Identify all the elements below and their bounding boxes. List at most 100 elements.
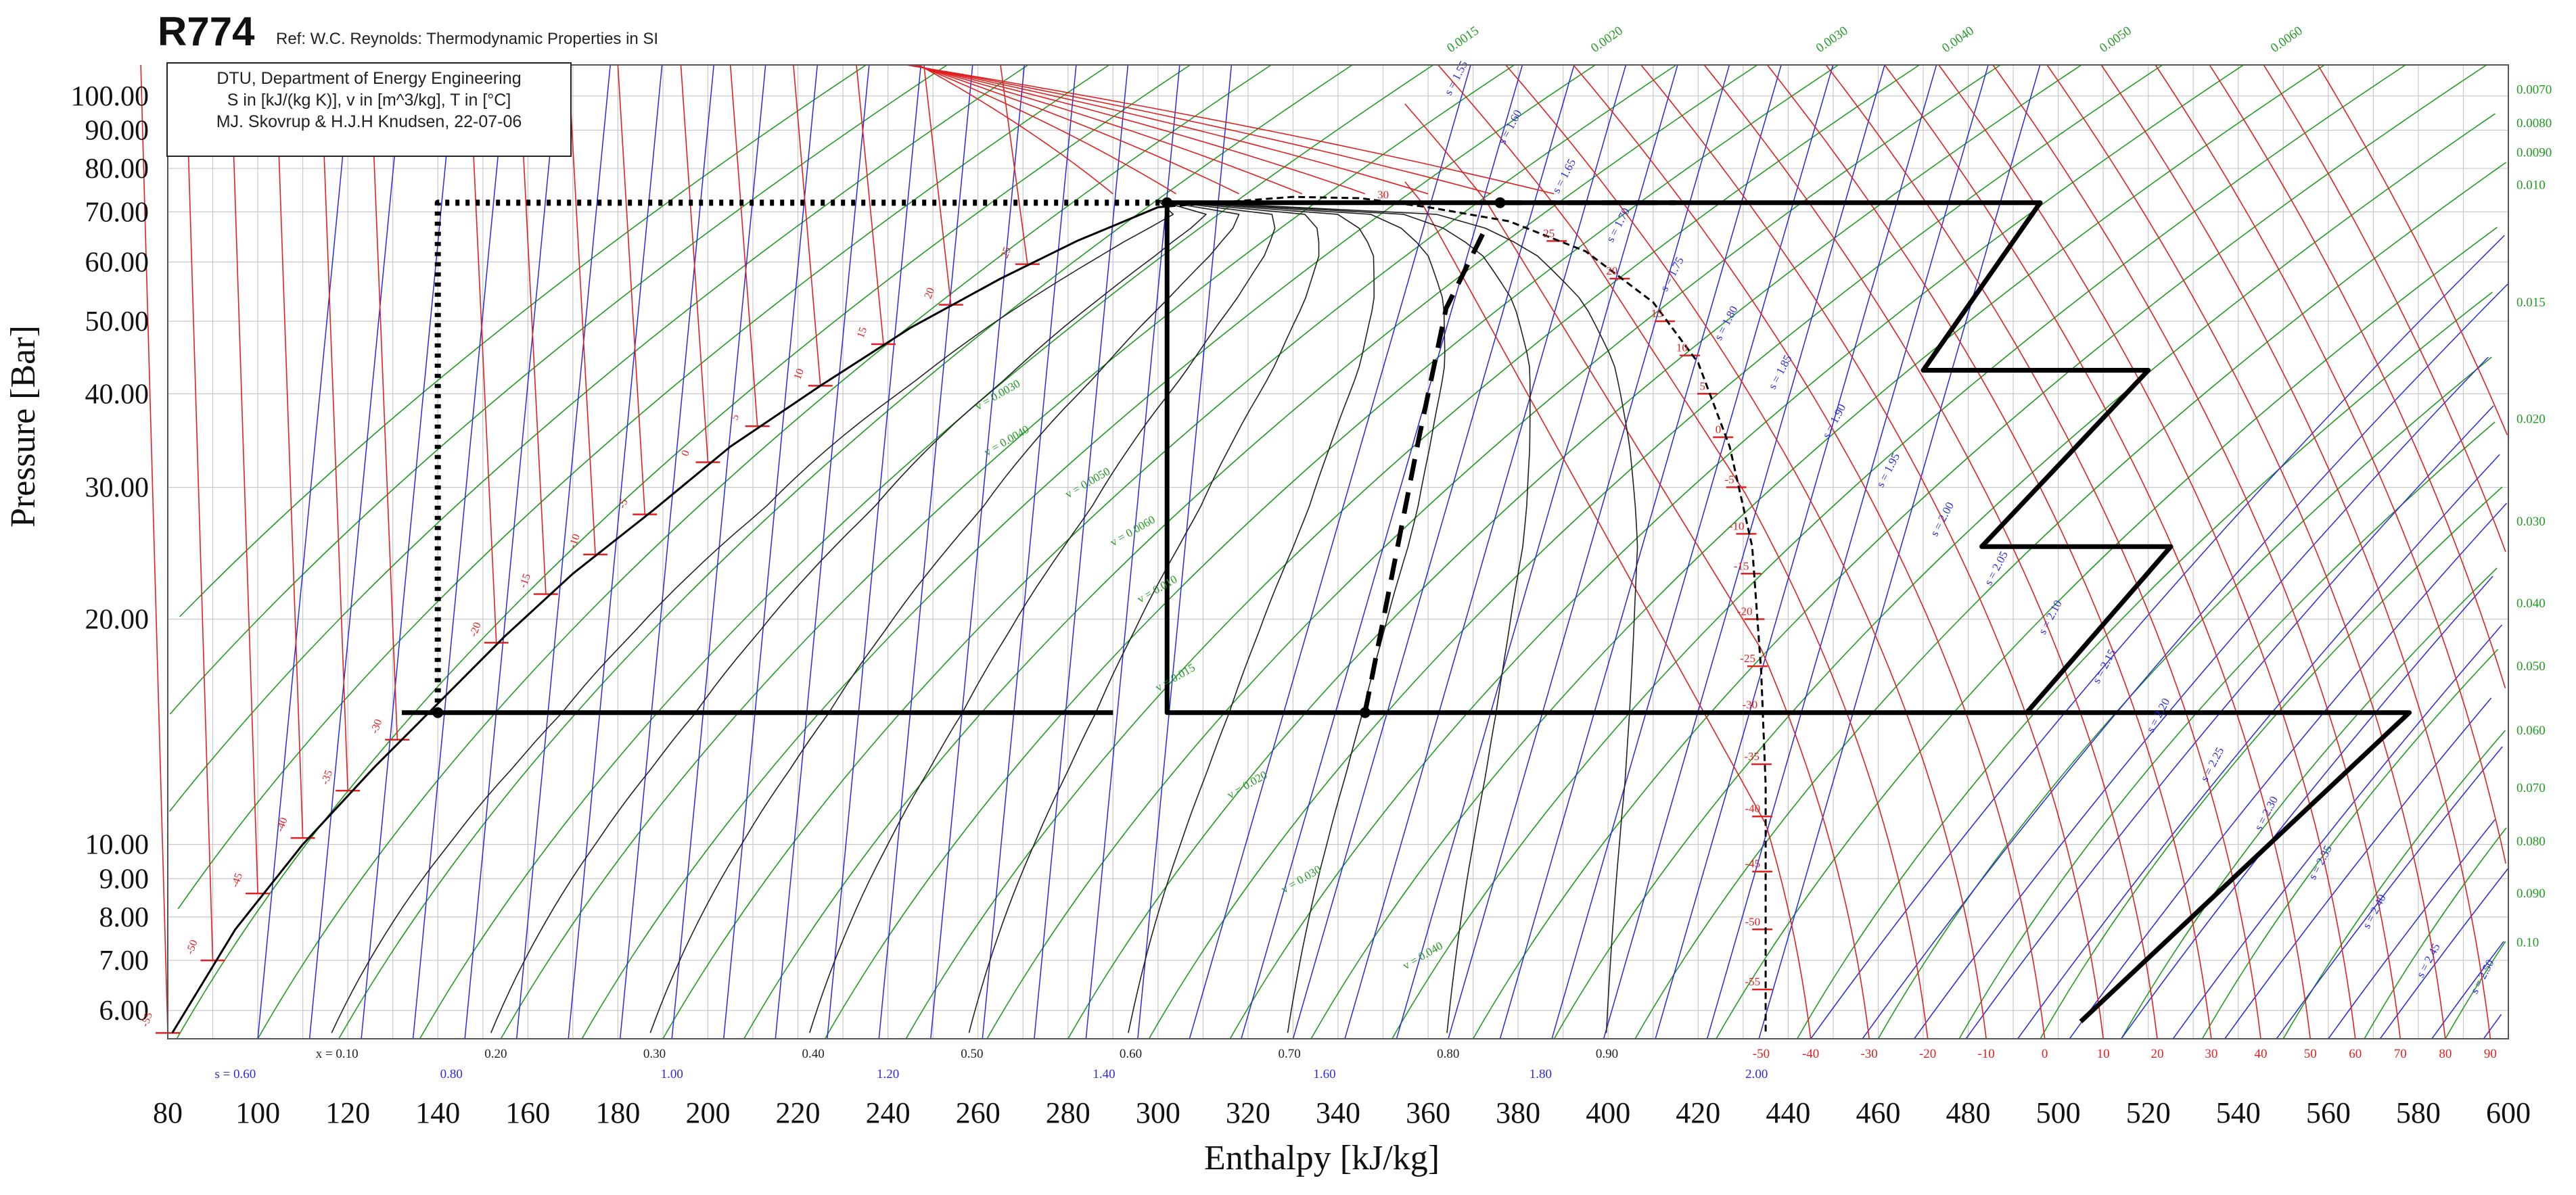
y-tick-label: 40.00 (85, 379, 150, 410)
quality-label: 0.50 (961, 1047, 983, 1061)
info-line: MJ. Skovrup & H.J.H Knudsen, 22-07-06 (216, 112, 522, 131)
isotherm-bottom-label: 0 (2042, 1047, 2048, 1061)
isotherm-label: -10 (567, 532, 582, 550)
isotherm-vapor-label: -40 (1745, 802, 1760, 815)
isotherm-label: -20 (468, 621, 484, 638)
isotherm-label: -40 (274, 816, 290, 834)
quality-label: 0.80 (1437, 1047, 1459, 1061)
isentrope-label: 1.80 (1530, 1067, 1552, 1081)
isotherm-bottom-label: 90 (2484, 1047, 2497, 1061)
x-tick-label: 520 (2126, 1096, 2171, 1129)
isochore-line (168, 64, 1029, 812)
isotherm-bottom-label: 50 (2304, 1047, 2317, 1061)
isentrope-line (2483, 1014, 2502, 1039)
isochore-line (662, 64, 1677, 1039)
dotted-path (434, 200, 1168, 713)
reference-note: Ref: W.C. Reynolds: Thermodynamic Proper… (276, 30, 659, 48)
x-tick-label: 220 (776, 1096, 821, 1129)
isentrope-vapor-label: s = 2.50 (2468, 958, 2496, 996)
isochore-line (419, 64, 1434, 1039)
axis-ticks: 80 100 120 140 160 180 200 220 240 260 280 300 320 34… (71, 81, 2531, 1129)
isotherm-line (1505, 64, 1987, 1039)
isotherm-lines (140, 64, 2508, 1039)
isotherm-vapor-label: -45 (1745, 858, 1760, 870)
isentrope-label: 0.80 (440, 1067, 463, 1081)
isentrope-line (1810, 235, 2505, 1039)
refrigerant-title: R774 (158, 9, 255, 54)
x-tick-label: 580 (2396, 1096, 2441, 1129)
x-tick-label: 420 (1676, 1096, 1720, 1129)
isentrope-line (2328, 819, 2496, 1039)
isotherm-line (1438, 64, 1929, 1039)
isotherm-line (1992, 64, 2401, 1039)
isochore-line (743, 64, 1758, 1039)
isentrope-line (1862, 283, 2508, 1039)
quality-label: 0.70 (1279, 1047, 1301, 1061)
x-tick-label: 400 (1586, 1096, 1630, 1129)
isentrope-line (1499, 64, 1782, 1039)
quality-label: 0.30 (643, 1047, 666, 1061)
isotherm-line (1703, 64, 2158, 1039)
isochore-label: v = 0.015 (1153, 661, 1197, 694)
isentrope-line (982, 64, 1077, 1039)
y-tick-label: 9.00 (99, 864, 150, 895)
quality-line (1157, 200, 1638, 1033)
state-point (1494, 197, 1506, 208)
y-tick-label: 70.00 (85, 197, 150, 228)
isochore-line (1392, 64, 2406, 1039)
isotherm-line (320, 64, 348, 791)
isentrope-vapor-label: s = 2.05 (1982, 549, 2010, 588)
isentrope-label: 1.20 (877, 1067, 899, 1081)
isochore-line (1310, 64, 2325, 1039)
x-tick-label: 120 (325, 1096, 370, 1129)
isotherm-label: -15 (518, 572, 533, 590)
y-tick-label: 80.00 (85, 154, 150, 185)
isotherm-vapor-label: -35 (1744, 750, 1760, 763)
isotherm-vapor-label: -50 (1745, 915, 1760, 928)
isotherm-label: 0 (679, 449, 692, 458)
isotherm-line (230, 64, 258, 894)
isotherm-bottom-label: -10 (1977, 1047, 1994, 1061)
isotherm-line (909, 64, 1429, 195)
right-evaporator (1743, 710, 2412, 1024)
isochore-right-label: 0.010 (2516, 179, 2546, 193)
isotherm-line (469, 64, 497, 643)
isochore-line (905, 64, 1920, 1039)
isentrope-vapor-label: s = 1.60 (1496, 108, 1524, 146)
y-axis-label: Pressure [Bar] (4, 325, 43, 528)
isochore-right-label: 0.060 (2516, 724, 2546, 738)
isentrope-vapor-label: s = 2.10 (2036, 598, 2064, 636)
isotherm-line (856, 64, 884, 344)
isotherm-bottom-label: 10 (2097, 1047, 2110, 1061)
isochore-lines (168, 64, 2507, 1039)
x-tick-label: 280 (1046, 1096, 1090, 1129)
isentrope-line (1706, 64, 1989, 1039)
isochore-line (824, 64, 1839, 1039)
plot-frame (167, 64, 2509, 1039)
isotherm-label: -5 (616, 498, 630, 510)
isotherm-bottom-label: 40 (2255, 1047, 2268, 1061)
isentrope-line (1448, 64, 1730, 1039)
isochore-right-label: 0.015 (2516, 296, 2546, 310)
isotherm-line (1000, 64, 1028, 264)
isotherm-label: -35 (319, 769, 335, 787)
isotherm-line (140, 64, 168, 1033)
isotherm-line (2263, 64, 2506, 553)
isotherm-label: -55 (139, 1011, 155, 1029)
x-tick-label: 360 (1406, 1096, 1450, 1129)
isotherm-vapor-label: -5 (1724, 473, 1734, 486)
isotherm-line (729, 64, 758, 427)
isochore-right-label: 0.080 (2516, 835, 2546, 849)
isochore-top-label: 0.0040 (1939, 24, 1977, 55)
isotherm-line (1573, 64, 2046, 1039)
isochore-label: v = 0.010 (1135, 573, 1180, 606)
info-line: S in [kJ/(kg K)], v in [m^3/kg], T in [°… (227, 91, 511, 110)
quality-line (1157, 200, 1531, 1033)
dashed-expansion (1362, 225, 1489, 713)
isochore-right-label: 0.0070 (2516, 83, 2552, 97)
isochore-label: v = 0.0050 (1063, 465, 1112, 500)
isentrope-label: 1.40 (1092, 1067, 1115, 1081)
isotherm-line (2209, 64, 2506, 688)
x-tick-label: 80 (153, 1096, 183, 1129)
state-point (432, 707, 444, 718)
